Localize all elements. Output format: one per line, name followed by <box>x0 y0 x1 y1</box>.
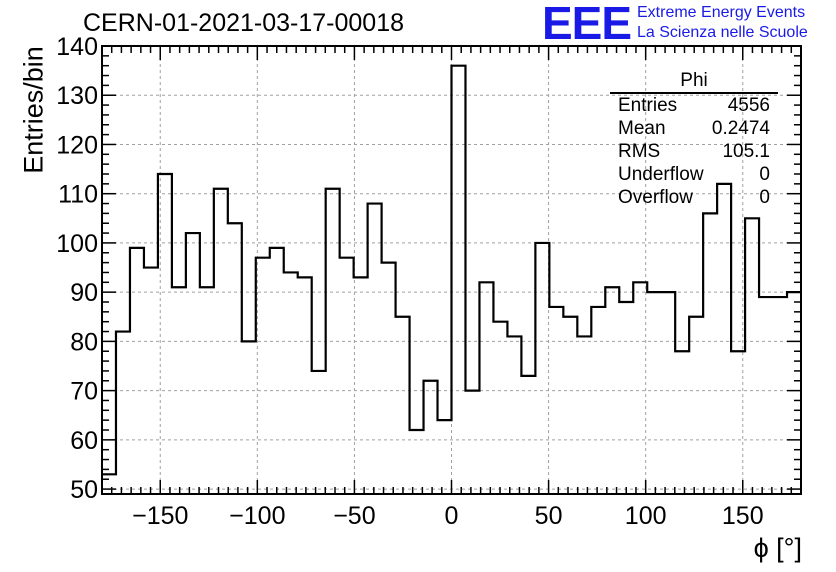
stats-label: Overflow <box>618 187 693 208</box>
stats-value: 105.1 <box>722 141 770 162</box>
eee-logo: EEE <box>542 0 632 49</box>
x-tick-label: −100 <box>229 502 285 530</box>
stats-label: Underflow <box>618 164 704 185</box>
y-tick-label: 120 <box>56 131 98 159</box>
stats-label: RMS <box>618 141 661 162</box>
y-tick-label: 70 <box>70 378 98 406</box>
histogram-line <box>102 64 801 476</box>
x-axis: −150 −100 −50 0 50 100 150 <box>110 46 793 530</box>
y-tick-label: 110 <box>58 181 98 209</box>
y-tick-label: 50 <box>70 476 98 504</box>
stats-box-title: Phi <box>610 70 778 94</box>
y-axis: 50 60 70 80 90 100 110 120 130 140 <box>56 33 801 504</box>
y-tick-label: 80 <box>70 328 98 356</box>
stats-box: Phi Entries 4556 Mean 0.2474 RMS 105.1 U… <box>610 70 778 209</box>
x-tick-label: 0 <box>445 502 459 530</box>
x-tick-label: 100 <box>625 502 667 530</box>
stats-label: Entries <box>618 95 678 116</box>
logo-line-2: La Scienza nelle Scuole <box>637 24 808 41</box>
x-tick-label: −50 <box>333 502 375 530</box>
x-axis-label: ϕ [°] <box>753 533 802 563</box>
chart-title: CERN-01-2021-03-17-00018 <box>83 9 405 37</box>
stats-label: Mean <box>618 118 666 139</box>
y-axis-label: Entries/bin <box>18 46 49 174</box>
stats-value: 0.2474 <box>711 118 770 139</box>
stats-row-rms: RMS 105.1 <box>610 140 778 163</box>
stats-value: 0 <box>759 164 770 185</box>
y-tick-label: 100 <box>56 230 98 258</box>
x-tick-label: 150 <box>722 502 764 530</box>
y-tick-label: 140 <box>56 33 98 61</box>
stats-value: 4556 <box>727 95 770 116</box>
logo-line-1: Extreme Energy Events <box>637 4 806 21</box>
stats-row-entries: Entries 4556 <box>610 94 778 117</box>
stats-row-mean: Mean 0.2474 <box>610 117 778 140</box>
y-tick-label: 130 <box>56 82 98 110</box>
y-tick-label: 60 <box>70 427 98 455</box>
x-tick-label: −150 <box>132 502 188 530</box>
y-tick-label: 90 <box>70 279 98 307</box>
x-tick-label: 50 <box>535 502 563 530</box>
stats-row-underflow: Underflow 0 <box>610 163 778 186</box>
stats-value: 0 <box>759 187 770 208</box>
stats-row-overflow: Overflow 0 <box>610 186 778 209</box>
